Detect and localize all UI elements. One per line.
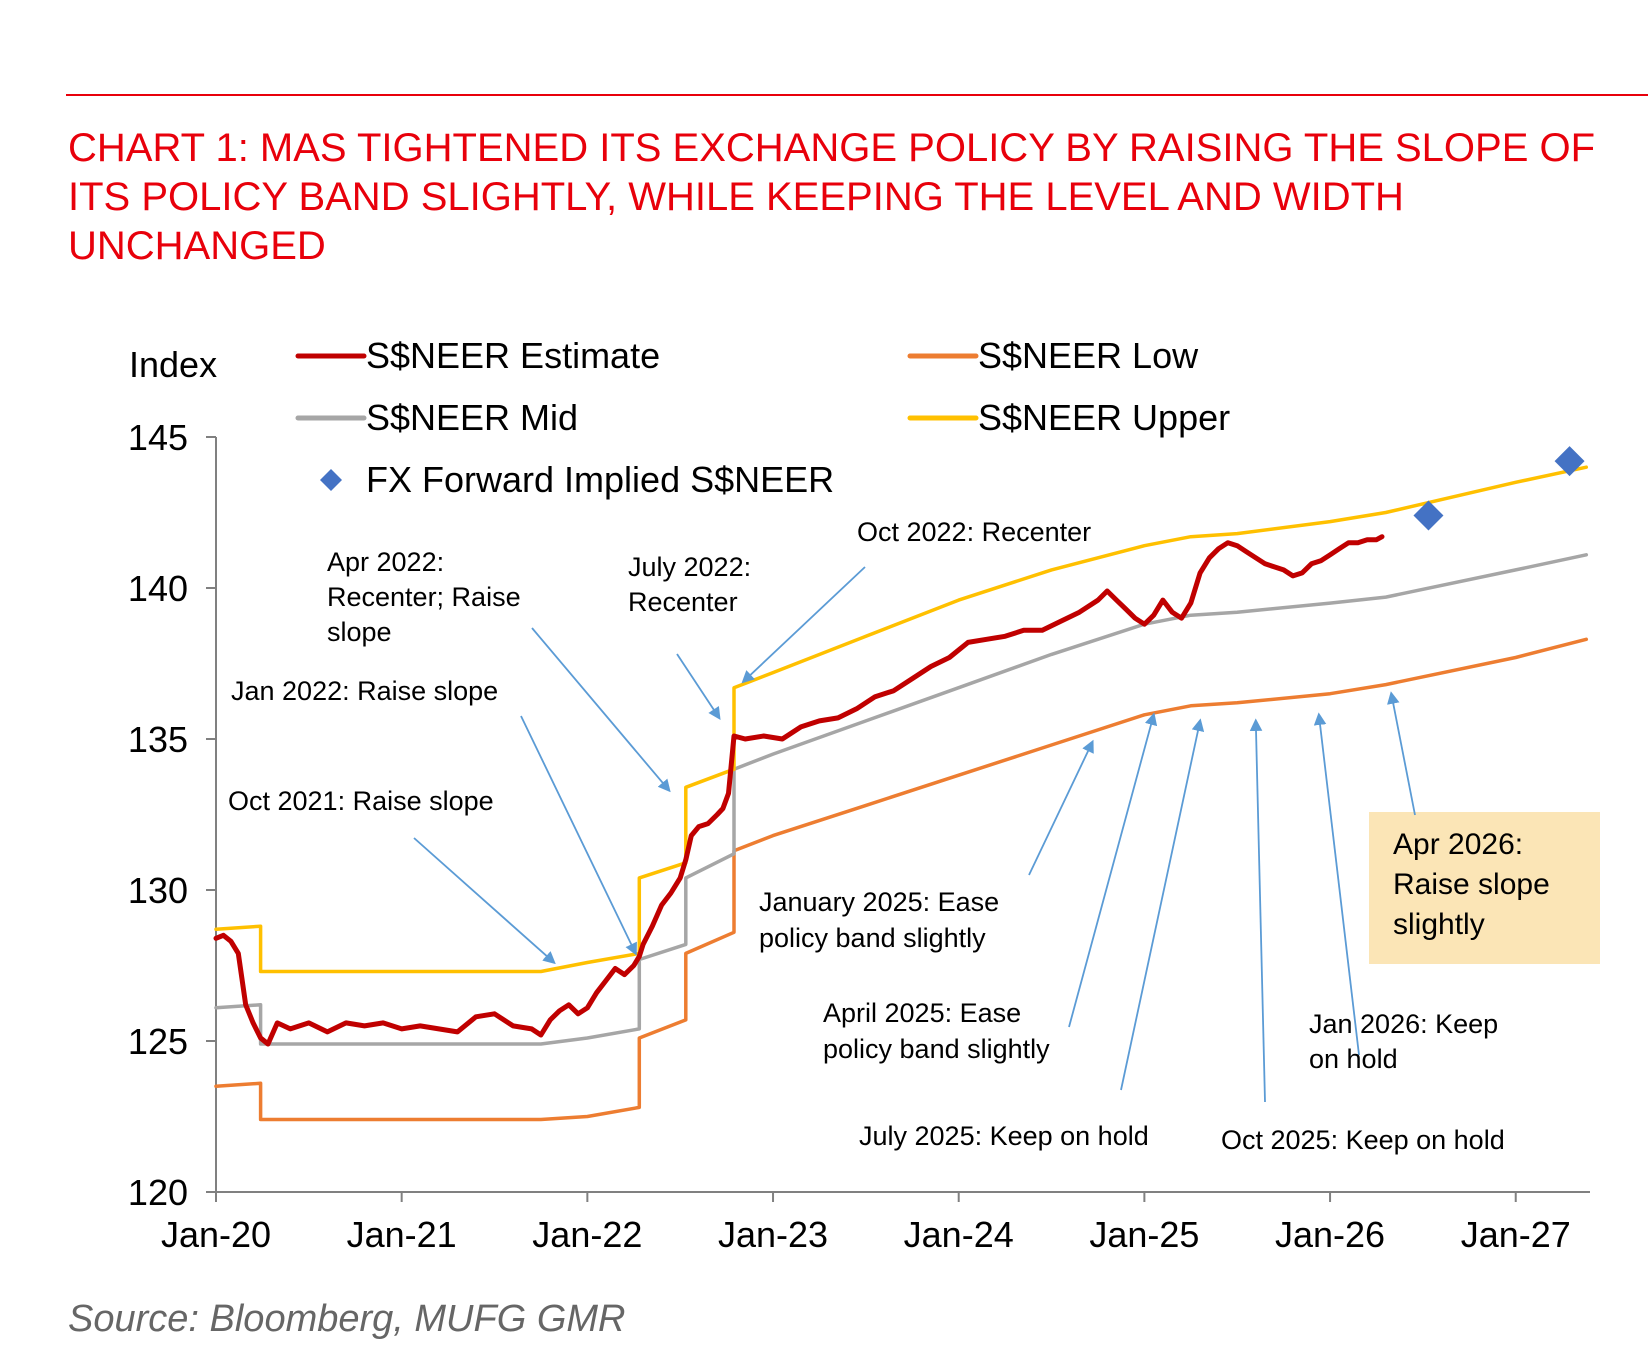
- x-tick-label: Jan-20: [161, 1214, 271, 1255]
- annotation-arrow: [741, 566, 866, 684]
- legend: S$NEER Estimate S$NEER Low S$NEER Mid S$NEE…: [295, 335, 1230, 500]
- series-line-low: [214, 637, 1589, 1122]
- annotation-label: Recenter; Raise: [327, 582, 521, 612]
- y-tick-label: 135: [128, 719, 188, 760]
- annotation-label: slope: [327, 617, 392, 647]
- annotation-label: Apr 2026:: [1393, 828, 1523, 861]
- annotation-arrow: [1313, 712, 1360, 1056]
- y-tick-label: 140: [128, 568, 188, 609]
- legend-label-estimate: S$NEER Estimate: [366, 335, 660, 376]
- x-tick-label: Jan-25: [1089, 1214, 1199, 1255]
- annotation-arrow: [1028, 739, 1094, 876]
- forward-point-diamond: [1554, 446, 1585, 477]
- annotation-oct-2022: Oct 2022: Recenter: [741, 517, 1091, 684]
- annotation-label: policy band slightly: [759, 923, 986, 953]
- annotation-arrow: [1120, 718, 1205, 1091]
- annotation-label: April 2025: Ease: [823, 998, 1021, 1028]
- chart-title: CHART 1: MAS TIGHTENED ITS EXCHANGE POLI…: [68, 126, 1596, 268]
- annotation-arrow: [413, 837, 556, 965]
- annotation-apr-2026: Apr 2026: Raise slope slightly: [1369, 691, 1600, 964]
- legend-item-mid: S$NEER Mid: [295, 397, 578, 438]
- annotation-label: on hold: [1309, 1044, 1398, 1074]
- axes: 120 125 130 135 140 145 Jan-20 Jan-21 Jan-22 Jan-…: [128, 417, 1590, 1255]
- annotation-apr-2025: April 2025: Ease policy band slightly: [823, 712, 1158, 1064]
- legend-item-low: S$NEER Low: [907, 335, 1199, 376]
- series-line-estimate: [213, 534, 1385, 1047]
- series-line-mid: [214, 553, 1589, 1046]
- annotation-oct-2021: Oct 2021: Raise slope: [228, 786, 556, 965]
- annotation-label: slightly: [1393, 908, 1485, 941]
- annotation-arrow: [531, 627, 671, 793]
- annotations: Apr 2022: Recenter; Raise slope July 2022: R…: [228, 517, 1600, 1155]
- x-tick-label: Jan-24: [904, 1214, 1014, 1255]
- annotation-jan-2022: Jan 2022: Raise slope: [231, 676, 637, 956]
- legend-label-forward: FX Forward Implied S$NEER: [366, 459, 834, 500]
- annotation-jul-2025: July 2025: Keep on hold: [859, 718, 1205, 1151]
- legend-label-mid: S$NEER Mid: [366, 397, 578, 438]
- x-tick-label: Jan-26: [1275, 1214, 1385, 1255]
- x-tick-label: Jan-23: [718, 1214, 828, 1255]
- annotation-label: January 2025: Ease: [759, 887, 999, 917]
- series-layer: [213, 465, 1589, 1122]
- forward-point-diamond: [1413, 500, 1444, 531]
- annotation-oct-2025: Oct 2025: Keep on hold: [1221, 718, 1505, 1155]
- x-tick-label: Jan-22: [532, 1214, 642, 1255]
- y-tick-label: 125: [128, 1021, 188, 1062]
- annotation-label: July 2025: Keep on hold: [859, 1121, 1149, 1151]
- series-line-upper: [214, 465, 1589, 974]
- annotation-arrow: [520, 715, 637, 956]
- legend-label-low: S$NEER Low: [978, 335, 1199, 376]
- legend-item-estimate: S$NEER Estimate: [295, 335, 660, 376]
- legend-item-upper: S$NEER Upper: [907, 397, 1230, 438]
- legend-item-forward: FX Forward Implied S$NEER: [320, 459, 834, 500]
- annotation-label: July 2022:: [628, 552, 751, 582]
- source-note: Source: Bloomberg, MUFG GMR: [68, 1298, 626, 1340]
- y-tick-label: 120: [128, 1172, 188, 1213]
- annotation-arrow: [1249, 718, 1266, 1103]
- annotation-jan-2025: January 2025: Ease policy band slightly: [759, 739, 1094, 953]
- annotation-arrow: [1387, 691, 1416, 816]
- annotation-arrow: [676, 653, 721, 720]
- forward-points: [1413, 446, 1585, 531]
- annotation-label: policy band slightly: [823, 1034, 1050, 1064]
- annotation-label: Jan 2022: Raise slope: [231, 676, 498, 706]
- annotation-apr-2022: Apr 2022: Recenter; Raise slope: [327, 547, 671, 793]
- annotation-label: Apr 2022:: [327, 547, 444, 577]
- annotation-label: Raise slope: [1393, 868, 1550, 901]
- y-tick-label: 130: [128, 870, 188, 911]
- y-axis-label: Index: [129, 344, 217, 385]
- annotation-label: Oct 2022: Recenter: [857, 517, 1091, 547]
- x-tick-label: Jan-21: [347, 1214, 457, 1255]
- y-tick-label: 145: [128, 417, 188, 458]
- annotation-jul-2022: July 2022: Recenter: [628, 552, 751, 720]
- annotation-jan-2026: Jan 2026: Keep on hold: [1309, 712, 1498, 1074]
- annotation-arrow: [1068, 712, 1158, 1028]
- annotation-label: Jan 2026: Keep: [1309, 1009, 1498, 1039]
- annotation-label: Oct 2025: Keep on hold: [1221, 1125, 1505, 1155]
- legend-swatch-forward: [320, 469, 342, 491]
- annotation-highlight-box: [1369, 812, 1600, 964]
- top-rule: [66, 94, 1648, 96]
- x-tick-label: Jan-27: [1461, 1214, 1571, 1255]
- annotation-label: Recenter: [628, 587, 738, 617]
- annotation-label: Oct 2021: Raise slope: [228, 786, 494, 816]
- legend-label-upper: S$NEER Upper: [978, 397, 1230, 438]
